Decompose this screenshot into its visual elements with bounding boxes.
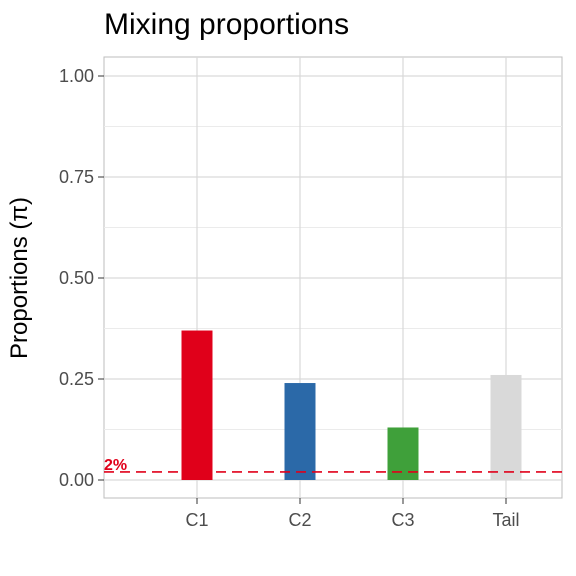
x-axis-ticks: C1 C2 C3 Tail bbox=[185, 498, 520, 530]
bars bbox=[181, 330, 522, 480]
bar-tail bbox=[490, 374, 522, 480]
y-tick-label: 1.00 bbox=[59, 66, 94, 86]
minor-gridlines bbox=[104, 126, 562, 430]
reference-line-label: 2% bbox=[104, 457, 127, 474]
x-tick-label: C2 bbox=[288, 510, 311, 530]
y-axis-ticks: 0.00 0.25 0.50 0.75 1.00 bbox=[59, 66, 104, 490]
bar-c2 bbox=[284, 383, 316, 480]
chart-title: Mixing proportions bbox=[104, 8, 350, 41]
y-tick-label: 0.00 bbox=[59, 470, 94, 490]
x-tick-label: C1 bbox=[185, 510, 208, 530]
x-tick-label: C3 bbox=[391, 510, 414, 530]
y-tick-label: 0.25 bbox=[59, 369, 94, 389]
y-tick-label: 0.50 bbox=[59, 268, 94, 288]
bar-c1 bbox=[181, 330, 213, 480]
x-tick-label: Tail bbox=[492, 510, 519, 530]
y-tick-label: 0.75 bbox=[59, 167, 94, 187]
reference-line-group: 2% bbox=[104, 457, 562, 474]
